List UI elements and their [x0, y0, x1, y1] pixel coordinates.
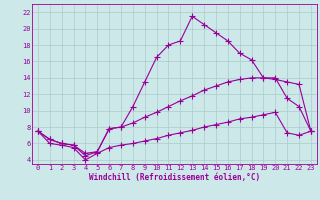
X-axis label: Windchill (Refroidissement éolien,°C): Windchill (Refroidissement éolien,°C)	[89, 173, 260, 182]
